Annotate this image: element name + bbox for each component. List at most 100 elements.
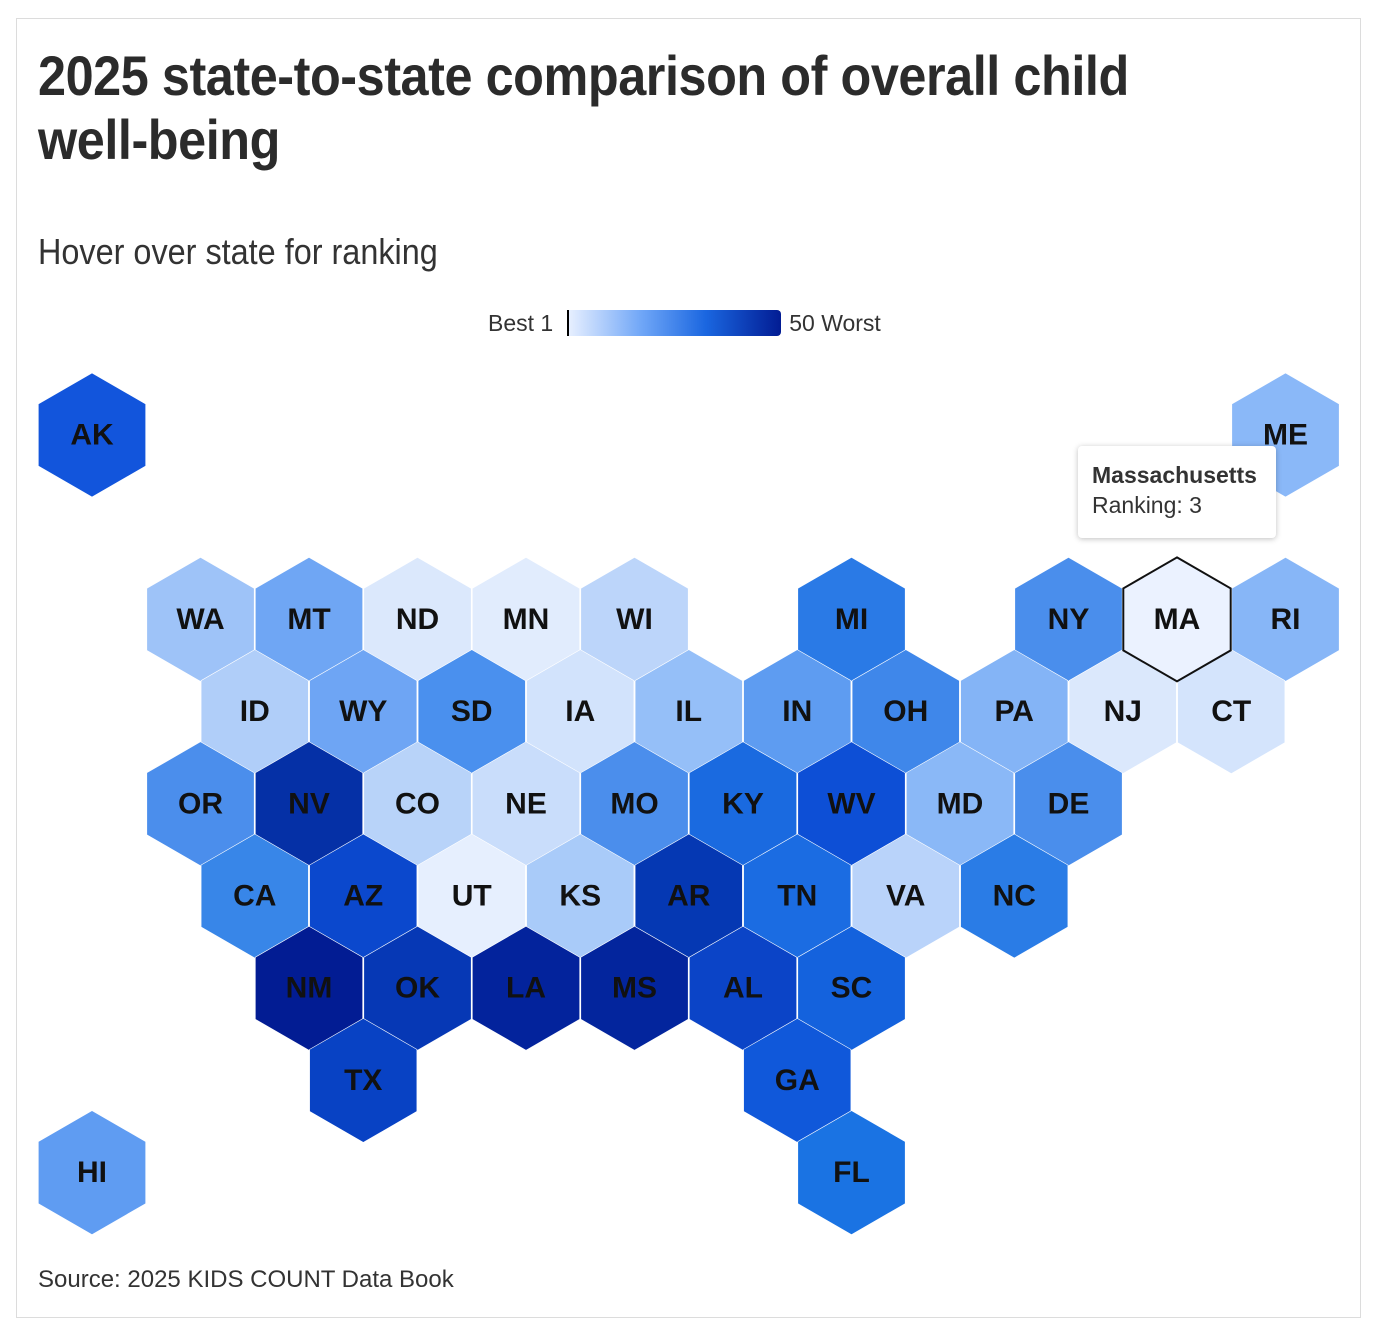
state-hex-shape[interactable] bbox=[797, 925, 906, 1051]
state-label: CT bbox=[1211, 695, 1251, 728]
state-hex-shape[interactable] bbox=[526, 649, 635, 774]
state-hex-nc[interactable]: NC bbox=[960, 833, 1069, 959]
state-hex-shape[interactable] bbox=[797, 741, 906, 867]
state-label: OH bbox=[883, 695, 928, 728]
state-hex-shape[interactable] bbox=[200, 833, 309, 959]
state-hex-il[interactable]: IL bbox=[634, 649, 743, 774]
state-hex-tx[interactable]: TX bbox=[309, 1018, 418, 1143]
state-label: PA bbox=[995, 695, 1034, 728]
state-hex-va[interactable]: VA bbox=[851, 833, 960, 959]
state-hex-shape[interactable] bbox=[743, 1018, 852, 1143]
state-hex-md[interactable]: MD bbox=[905, 741, 1015, 867]
state-hex-shape[interactable] bbox=[37, 372, 146, 498]
state-hex-shape[interactable] bbox=[851, 649, 960, 774]
state-hex-ak[interactable]: AK bbox=[37, 372, 146, 498]
state-hex-shape[interactable] bbox=[309, 1018, 418, 1143]
state-hex-wv[interactable]: WV bbox=[797, 741, 906, 867]
state-hex-shape[interactable] bbox=[960, 649, 1069, 774]
state-hex-wa[interactable]: WA bbox=[146, 557, 255, 682]
state-hex-ri[interactable]: RI bbox=[1231, 557, 1340, 682]
state-hex-shape[interactable] bbox=[688, 925, 798, 1051]
state-hex-shape[interactable] bbox=[417, 649, 526, 774]
state-hex-shape[interactable] bbox=[363, 925, 472, 1051]
state-hex-id[interactable]: ID bbox=[200, 649, 309, 774]
state-hex-ks[interactable]: KS bbox=[526, 833, 635, 959]
state-hex-shape[interactable] bbox=[255, 925, 364, 1051]
state-hex-or[interactable]: OR bbox=[146, 741, 255, 867]
state-hex-shape[interactable] bbox=[580, 557, 689, 682]
state-hex-shape[interactable] bbox=[526, 833, 635, 959]
state-hex-sc[interactable]: SC bbox=[797, 925, 906, 1051]
state-hex-ny[interactable]: NY bbox=[1014, 557, 1123, 682]
state-hex-shape[interactable] bbox=[905, 741, 1015, 867]
state-hex-shape[interactable] bbox=[688, 741, 798, 867]
state-hex-shape[interactable] bbox=[743, 833, 852, 959]
state-hex-mt[interactable]: MT bbox=[255, 557, 364, 682]
state-label: AL bbox=[723, 972, 763, 1005]
state-hex-sd[interactable]: SD bbox=[417, 649, 526, 774]
state-hex-shape[interactable] bbox=[471, 925, 581, 1051]
state-hex-al[interactable]: AL bbox=[688, 925, 798, 1051]
state-hex-shape[interactable] bbox=[851, 833, 960, 959]
state-hex-shape[interactable] bbox=[797, 557, 906, 682]
state-hex-ok[interactable]: OK bbox=[363, 925, 472, 1051]
state-hex-ia[interactable]: IA bbox=[526, 649, 635, 774]
state-hex-nd[interactable]: ND bbox=[363, 557, 472, 682]
state-hex-ne[interactable]: NE bbox=[471, 741, 581, 867]
state-hex-la[interactable]: LA bbox=[471, 925, 581, 1051]
state-hex-de[interactable]: DE bbox=[1014, 741, 1123, 867]
state-hex-co[interactable]: CO bbox=[363, 741, 472, 867]
state-hex-ca[interactable]: CA bbox=[200, 833, 309, 959]
state-hex-mn[interactable]: MN bbox=[471, 557, 581, 682]
state-hex-nv[interactable]: NV bbox=[255, 741, 364, 867]
state-hex-ga[interactable]: GA bbox=[743, 1018, 852, 1143]
state-hex-shape[interactable] bbox=[580, 925, 689, 1051]
state-hex-ut[interactable]: UT bbox=[417, 833, 526, 959]
state-hex-shape[interactable] bbox=[146, 557, 255, 682]
state-hex-ar[interactable]: AR bbox=[634, 833, 743, 959]
state-hex-shape[interactable] bbox=[37, 1110, 146, 1235]
state-hex-shape[interactable] bbox=[146, 741, 255, 867]
state-hex-shape[interactable] bbox=[363, 557, 472, 682]
state-hex-shape[interactable] bbox=[580, 741, 689, 867]
state-hex-shape[interactable] bbox=[255, 741, 364, 867]
state-hex-pa[interactable]: PA bbox=[960, 649, 1069, 774]
state-hex-shape[interactable] bbox=[471, 557, 581, 682]
state-hex-ky[interactable]: KY bbox=[688, 741, 798, 867]
state-hex-shape[interactable] bbox=[634, 649, 743, 774]
state-hex-shape[interactable] bbox=[960, 833, 1069, 959]
state-hex-fl[interactable]: FL bbox=[797, 1110, 906, 1235]
state-hex-in[interactable]: IN bbox=[743, 649, 852, 774]
state-hex-shape[interactable] bbox=[255, 557, 364, 682]
state-hex-shape[interactable] bbox=[309, 833, 418, 959]
state-hex-tn[interactable]: TN bbox=[743, 833, 852, 959]
state-hex-wy[interactable]: WY bbox=[309, 649, 418, 774]
state-hex-shape[interactable] bbox=[363, 741, 472, 867]
state-hex-shape[interactable] bbox=[417, 833, 526, 959]
tooltip-ranking: Ranking: 3 bbox=[1092, 492, 1202, 518]
state-hex-mi[interactable]: MI bbox=[797, 557, 906, 682]
state-hex-mo[interactable]: MO bbox=[580, 741, 689, 867]
state-label: GA bbox=[775, 1064, 820, 1097]
state-hex-shape[interactable] bbox=[1231, 557, 1340, 682]
state-hex-shape[interactable] bbox=[471, 741, 581, 867]
state-hex-nm[interactable]: NM bbox=[255, 925, 364, 1051]
state-hex-shape[interactable] bbox=[797, 1110, 906, 1235]
state-hex-shape[interactable] bbox=[309, 649, 418, 774]
state-hex-shape[interactable] bbox=[743, 649, 852, 774]
state-hex-hi[interactable]: HI bbox=[37, 1110, 146, 1235]
state-label: CA bbox=[233, 880, 276, 913]
state-hex-shape[interactable] bbox=[1014, 741, 1123, 867]
state-hex-shape[interactable] bbox=[200, 649, 309, 774]
state-hex-shape[interactable] bbox=[634, 833, 743, 959]
state-hex-nj[interactable]: NJ bbox=[1068, 649, 1177, 774]
state-label: KY bbox=[722, 787, 764, 820]
state-label: FL bbox=[833, 1156, 870, 1189]
state-hex-wi[interactable]: WI bbox=[580, 557, 689, 682]
highlight-outline bbox=[1122, 556, 1232, 683]
state-hex-oh[interactable]: OH bbox=[851, 649, 960, 774]
state-hex-shape[interactable] bbox=[1014, 557, 1123, 682]
state-hex-az[interactable]: AZ bbox=[309, 833, 418, 959]
legend-marker bbox=[567, 310, 570, 336]
state-hex-ms[interactable]: MS bbox=[580, 925, 689, 1051]
